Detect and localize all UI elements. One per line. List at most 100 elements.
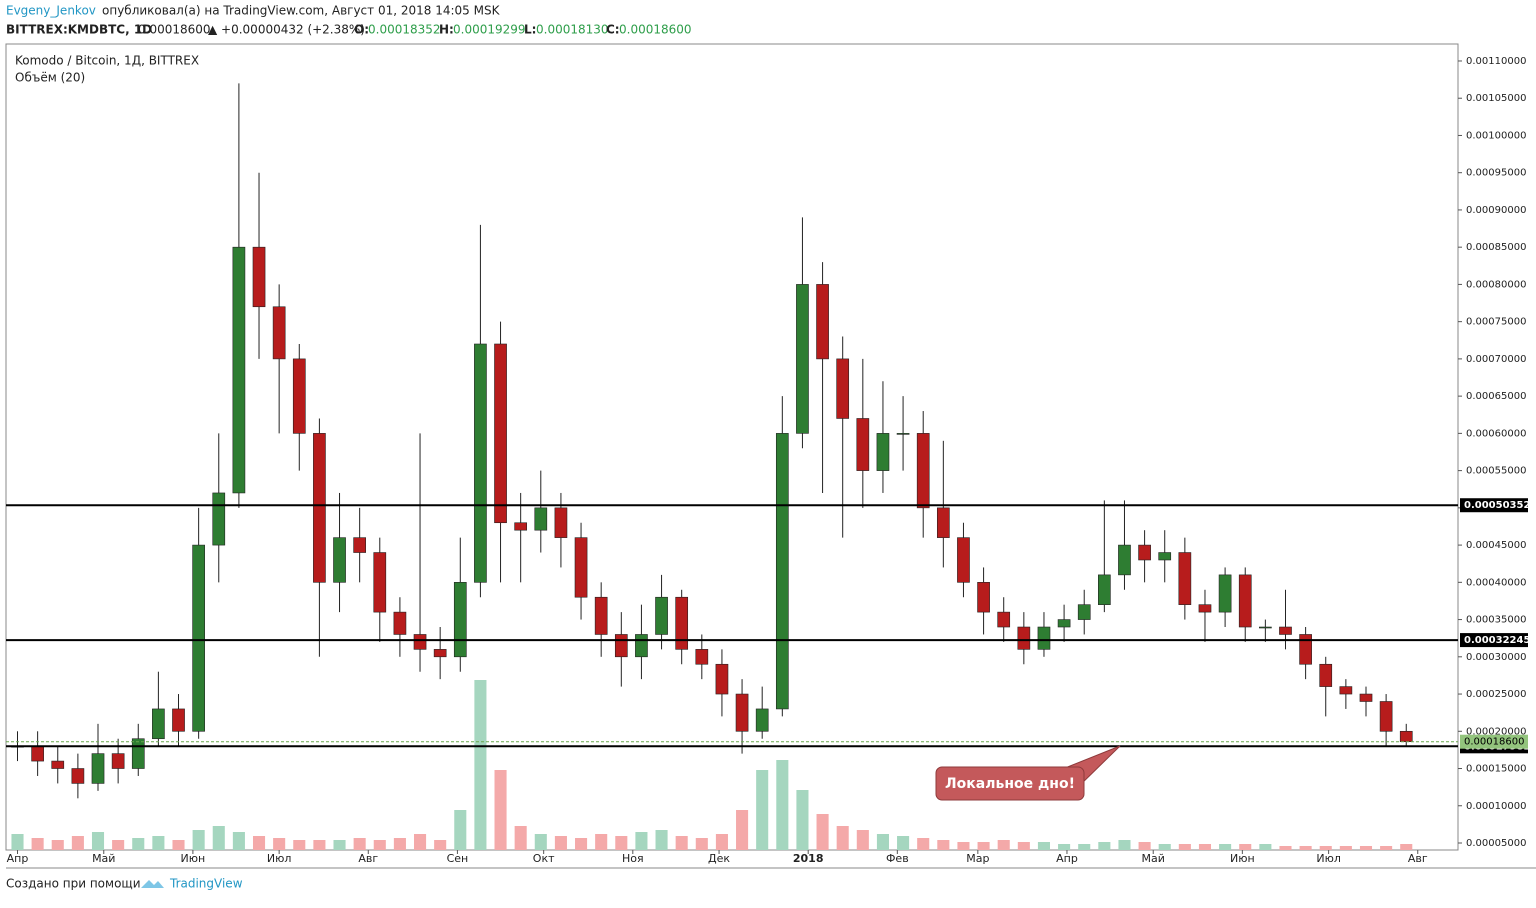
volume-bar <box>1339 846 1352 850</box>
volume-bar <box>373 840 386 850</box>
candle-body <box>1077 604 1091 620</box>
candle-body <box>1339 686 1353 695</box>
volume-bar <box>1098 842 1111 850</box>
l-label: L: <box>524 23 536 37</box>
volume-bar <box>293 840 306 850</box>
volume-bar <box>736 810 749 850</box>
x-tick-label: Авг <box>1408 852 1428 865</box>
candle-body <box>51 760 65 769</box>
candle-body <box>1057 619 1071 628</box>
y-tick-label: 0.00005000 <box>1466 838 1526 849</box>
volume-bar <box>11 834 24 850</box>
candle-body <box>131 738 145 769</box>
y-tick-label: 0.00035000 <box>1466 615 1526 626</box>
y-tick-label: 0.00095000 <box>1466 168 1526 179</box>
candle-body <box>614 634 628 658</box>
candle-body <box>816 284 829 360</box>
candle-body <box>796 284 809 434</box>
y-tick-label: 0.00075000 <box>1466 317 1526 328</box>
candle-body <box>936 507 950 538</box>
candle-body <box>574 537 588 598</box>
candle-body <box>735 693 749 732</box>
candle-body <box>172 708 185 732</box>
o-label: O: <box>354 23 369 37</box>
candle-body <box>1279 626 1292 635</box>
y-tick-label: 0.00065000 <box>1466 391 1526 402</box>
x-tick-label: Ноя <box>622 852 644 865</box>
candle-body <box>957 537 970 583</box>
volume-bar <box>393 838 406 850</box>
candle-body <box>353 537 366 553</box>
volume-bar <box>31 838 44 850</box>
y-tick-label: 0.00015000 <box>1466 764 1526 775</box>
y-tick-label: 0.00070000 <box>1466 354 1526 365</box>
o: 0.00018352 <box>368 23 441 37</box>
author[interactable]: Evgeny_Jenkov <box>6 4 96 18</box>
volume-bar <box>1259 844 1272 850</box>
published: опубликовал(а) на TradingView.com, Авгус… <box>102 4 501 18</box>
x-tick-label: Май <box>92 852 115 865</box>
volume-bar <box>675 836 688 850</box>
candle-body <box>313 433 326 583</box>
logo <box>141 880 164 888</box>
volume-bar <box>1400 844 1413 850</box>
volume-bar <box>1359 846 1373 850</box>
volume-bar <box>554 836 567 850</box>
y-tick-label: 0.00085000 <box>1466 242 1526 253</box>
last: 0.00018600 <box>138 23 211 37</box>
volume-bar <box>615 836 628 850</box>
symbol: BITTREX:KMDBTC, 1D <box>6 23 152 37</box>
candle-body <box>152 708 165 740</box>
c-label: C: <box>606 23 620 37</box>
volume-bar <box>756 770 769 850</box>
candle-body <box>1098 574 1111 605</box>
volume-bar <box>91 832 105 850</box>
ohlc: O: 0.00018352 H: 0.00019299 L: 0.0001813… <box>354 23 692 37</box>
y-tick-label: 0.00105000 <box>1466 93 1526 104</box>
level-tag <box>1460 498 1528 513</box>
footer-brand[interactable]: TradingView <box>169 877 243 891</box>
volume-bar <box>1319 846 1332 850</box>
volume-bar <box>1380 846 1393 850</box>
plot-frame <box>5 43 1459 851</box>
volume-bar <box>917 838 930 850</box>
x-tick-label: Июн <box>181 852 206 865</box>
volume-bar <box>575 838 588 850</box>
volume-bar <box>313 840 326 850</box>
volume-bar <box>71 836 84 850</box>
x-tick-label: 2018 <box>793 852 824 865</box>
candle-body <box>715 663 729 695</box>
candle-body <box>554 507 568 538</box>
volume-bar <box>1219 844 1232 850</box>
volume-bar <box>715 834 728 850</box>
volume-bar <box>232 832 245 850</box>
candle-body <box>1259 626 1272 629</box>
candle-body <box>474 343 487 583</box>
volume-bar <box>816 814 829 850</box>
level-label: 0.00032245 <box>1464 635 1530 646</box>
candle-body <box>71 768 85 784</box>
volume-bar <box>132 838 145 850</box>
volume-bar <box>1037 842 1051 850</box>
volume-bar <box>1299 846 1312 850</box>
candle-body <box>775 433 789 710</box>
h: 0.00019299 <box>453 23 526 37</box>
x-tick-label: Июл <box>1316 852 1341 865</box>
volume-bar <box>957 842 970 850</box>
x-tick-label: Мар <box>966 852 989 865</box>
candle-body <box>1118 544 1131 576</box>
volume-bar <box>454 810 467 850</box>
candle-body <box>856 418 870 471</box>
volume-bar <box>1279 846 1292 850</box>
volume-bar <box>635 832 648 850</box>
volume-bar <box>434 840 447 850</box>
callout <box>935 766 1085 801</box>
volume-bar <box>514 826 527 850</box>
y-tick-label: 0.00040000 <box>1466 577 1526 588</box>
candle-body <box>695 649 709 665</box>
c: 0.00018600 <box>619 23 692 37</box>
y-tick-label: 0.00010000 <box>1466 801 1526 812</box>
volume-bar <box>152 836 165 850</box>
